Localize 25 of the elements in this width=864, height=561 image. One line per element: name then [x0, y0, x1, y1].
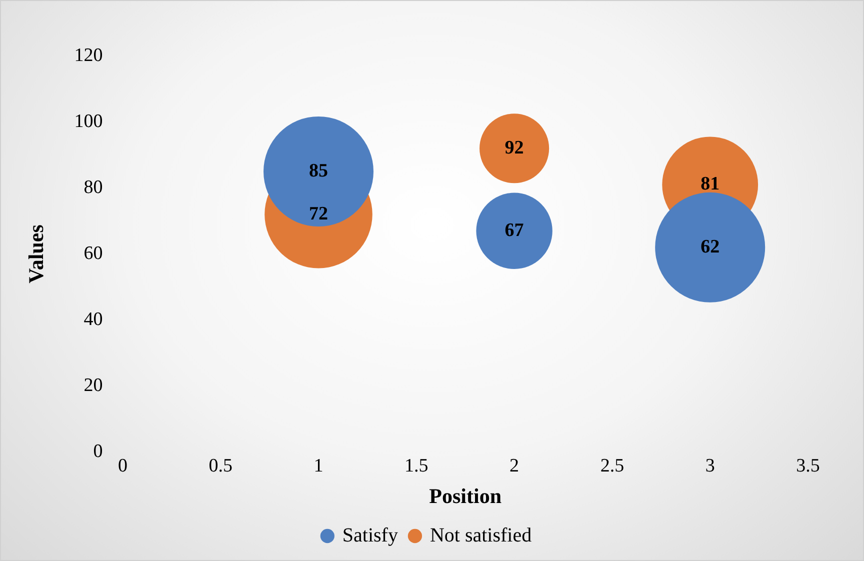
- legend-label: Not satisfied: [430, 524, 532, 546]
- x-tick-label: 1.5: [404, 455, 428, 476]
- x-tick-label: 3: [705, 455, 715, 476]
- data-label: 67: [504, 220, 524, 241]
- y-tick-label: 20: [84, 374, 103, 396]
- y-tick-label: 80: [84, 176, 103, 198]
- x-tick-label: 1: [314, 455, 324, 476]
- x-tick-label: 2: [510, 455, 520, 476]
- data-label: 81: [700, 174, 720, 195]
- data-label: 85: [309, 160, 328, 182]
- y-tick-label: 40: [84, 308, 103, 330]
- y-tick-label: 100: [74, 110, 103, 132]
- x-tick-label: 0.5: [208, 455, 232, 476]
- data-label: 62: [700, 236, 720, 258]
- x-tick-label: 2.5: [600, 455, 624, 476]
- x-axis-title: Position: [429, 484, 502, 508]
- y-tick-label: 0: [93, 440, 103, 462]
- legend-label: Satisfy: [342, 524, 398, 546]
- y-tick-label: 60: [84, 242, 103, 264]
- data-label: 72: [309, 203, 328, 224]
- x-tick-label: 0: [118, 455, 128, 476]
- data-label: 92: [504, 137, 524, 158]
- y-tick-label: 120: [74, 44, 103, 66]
- y-axis-title: Values: [24, 224, 48, 284]
- x-tick-label: 3.5: [796, 455, 820, 476]
